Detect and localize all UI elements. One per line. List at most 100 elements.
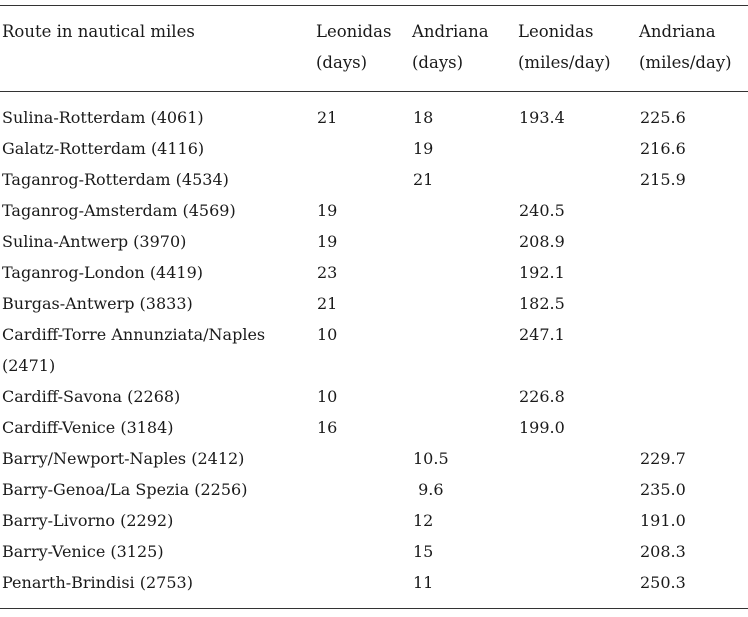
header-row: Route in nautical miles Leonidas (days) A… [0, 5, 748, 92]
row-leonidas-days: 10 [317, 325, 338, 344]
table-row: Cardiff-Torre Annunziata/Naples (2471) 10… [0, 319, 748, 381]
row-andriana-days: 9.6 [413, 480, 444, 499]
row-andriana-days [408, 412, 514, 443]
table-row: Penarth-Brindisi (2753) 11 250.3 [0, 567, 748, 609]
row-andriana-days [408, 288, 514, 319]
row-leonidas-days [312, 567, 408, 609]
row-leonidas-miles-per-day [514, 505, 635, 536]
table-body: Sulina-Rotterdam (4061) 21 18 193.4 225.6 Gal… [0, 92, 748, 609]
row-leonidas-days [312, 133, 408, 164]
row-route: Barry/Newport-Naples (2412) [2, 449, 245, 468]
row-leonidas-days [312, 474, 408, 505]
row-andriana-miles-per-day [635, 195, 748, 226]
row-leonidas-miles-per-day: 240.5 [519, 201, 565, 220]
row-andriana-miles-per-day: 208.3 [640, 542, 686, 561]
row-leonidas-miles-per-day: 192.1 [519, 263, 565, 282]
table-row: Cardiff-Savona (2268) 10 226.8 [0, 381, 748, 412]
row-leonidas-days [312, 536, 408, 567]
row-leonidas-days: 23 [317, 263, 338, 282]
row-leonidas-miles-per-day: 193.4 [519, 108, 565, 127]
row-leonidas-miles-per-day: 208.9 [519, 232, 565, 251]
table-row: Galatz-Rotterdam (4116) 19 216.6 [0, 133, 748, 164]
row-andriana-days: 10.5 [413, 449, 449, 468]
row-leonidas-days: 19 [317, 232, 338, 251]
table-row: Taganrog-Rotterdam (4534) 21 215.9 [0, 164, 748, 195]
row-andriana-days: 19 [413, 139, 434, 158]
row-route: Taganrog-London (4419) [2, 263, 204, 282]
row-andriana-miles-per-day: 229.7 [640, 449, 686, 468]
row-andriana-miles-per-day: 235.0 [640, 480, 686, 499]
row-andriana-miles-per-day: 191.0 [640, 511, 686, 530]
row-route: Taganrog-Amsterdam (4569) [2, 201, 236, 220]
table-row: Cardiff-Venice (3184) 16 199.0 [0, 412, 748, 443]
row-leonidas-miles-per-day [514, 133, 635, 164]
row-route: Cardiff-Venice (3184) [2, 418, 174, 437]
table-row: Sulina-Rotterdam (4061) 21 18 193.4 225.6 [0, 92, 748, 134]
row-leonidas-miles-per-day [514, 443, 635, 474]
table-row: Burgas-Antwerp (3833) 21 182.5 [0, 288, 748, 319]
row-andriana-days: 21 [413, 170, 434, 189]
table-header: Route in nautical miles Leonidas (days) A… [0, 5, 748, 92]
row-andriana-miles-per-day [635, 381, 748, 412]
header-leonidas-miles-per-day: Leonidas (miles/day) [518, 22, 611, 72]
row-route: Sulina-Rotterdam (4061) [2, 108, 204, 127]
row-leonidas-miles-per-day [514, 567, 635, 609]
row-leonidas-miles-per-day: 247.1 [519, 325, 565, 344]
row-leonidas-miles-per-day [514, 536, 635, 567]
header-route: Route in nautical miles [2, 22, 195, 41]
row-route: Cardiff-Savona (2268) [2, 387, 181, 406]
table-row: Taganrog-Amsterdam (4569) 19 240.5 [0, 195, 748, 226]
table-row: Taganrog-London (4419) 23 192.1 [0, 257, 748, 288]
row-andriana-miles-per-day [635, 257, 748, 288]
row-route: Penarth-Brindisi (2753) [2, 573, 193, 592]
row-leonidas-days: 19 [317, 201, 338, 220]
row-andriana-days: 15 [413, 542, 434, 561]
row-route: Cardiff-Torre Annunziata/Naples (2471) [2, 325, 266, 375]
header-leonidas-days: Leonidas (days) [316, 22, 392, 72]
row-andriana-miles-per-day [635, 288, 748, 319]
row-route: Sulina-Antwerp (3970) [2, 232, 187, 251]
row-andriana-miles-per-day [635, 412, 748, 443]
row-andriana-miles-per-day [635, 319, 748, 381]
row-route: Barry-Livorno (2292) [2, 511, 174, 530]
row-andriana-days [408, 319, 514, 381]
row-route: Galatz-Rotterdam (4116) [2, 139, 205, 158]
header-andriana-miles-per-day: Andriana (miles/day) [639, 22, 732, 72]
row-leonidas-days [312, 505, 408, 536]
row-route: Barry-Venice (3125) [2, 542, 164, 561]
row-andriana-miles-per-day: 216.6 [640, 139, 686, 158]
row-leonidas-miles-per-day: 226.8 [519, 387, 565, 406]
row-andriana-days: 11 [413, 573, 434, 592]
voyage-table: Route in nautical miles Leonidas (days) A… [0, 5, 748, 609]
row-andriana-days [408, 226, 514, 257]
row-andriana-miles-per-day [635, 226, 748, 257]
row-andriana-days: 18 [413, 108, 434, 127]
header-andriana-days: Andriana (days) [412, 22, 489, 72]
row-leonidas-miles-per-day: 182.5 [519, 294, 565, 313]
table-row: Barry-Livorno (2292) 12 191.0 [0, 505, 748, 536]
row-leonidas-days: 10 [317, 387, 338, 406]
table-row: Barry-Genoa/La Spezia (2256) 9.6 235.0 [0, 474, 748, 505]
table-row: Barry-Venice (3125) 15 208.3 [0, 536, 748, 567]
row-leonidas-days [312, 164, 408, 195]
row-andriana-days [408, 257, 514, 288]
row-route: Burgas-Antwerp (3833) [2, 294, 193, 313]
row-leonidas-days [312, 443, 408, 474]
row-andriana-days [408, 195, 514, 226]
row-andriana-days: 12 [413, 511, 434, 530]
row-route: Taganrog-Rotterdam (4534) [2, 170, 229, 189]
row-leonidas-miles-per-day [514, 474, 635, 505]
row-leonidas-days: 21 [317, 108, 338, 127]
row-leonidas-miles-per-day [514, 164, 635, 195]
table-row: Barry/Newport-Naples (2412) 10.5 229.7 [0, 443, 748, 474]
row-andriana-miles-per-day: 215.9 [640, 170, 686, 189]
table-row: Sulina-Antwerp (3970) 19 208.9 [0, 226, 748, 257]
row-route: Barry-Genoa/La Spezia (2256) [2, 480, 248, 499]
row-leonidas-days: 16 [317, 418, 338, 437]
row-leonidas-days: 21 [317, 294, 338, 313]
row-andriana-miles-per-day: 225.6 [640, 108, 686, 127]
row-andriana-miles-per-day: 250.3 [640, 573, 686, 592]
row-leonidas-miles-per-day: 199.0 [519, 418, 565, 437]
row-andriana-days [408, 381, 514, 412]
